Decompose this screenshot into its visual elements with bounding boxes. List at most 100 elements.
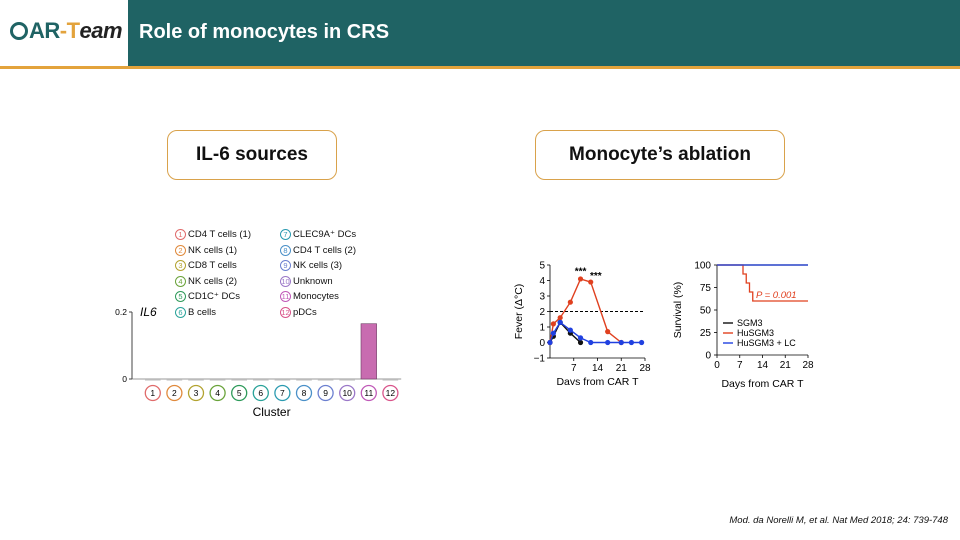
cluster-circle — [360, 384, 377, 402]
series-line — [549, 321, 642, 344]
bar — [339, 379, 355, 381]
x-axis-label: Days from CAR T — [556, 376, 639, 385]
y-tick-label: 2 — [539, 307, 545, 318]
y-tick-label: −1 — [534, 354, 546, 365]
cluster-circle — [317, 384, 334, 402]
y-tick-label: 25 — [700, 328, 712, 339]
legend-label: NK cells (1) — [188, 244, 238, 256]
y-tick-label: 0 — [539, 338, 545, 349]
data-point — [567, 327, 573, 333]
car-team-logo: AR-Team — [10, 18, 123, 44]
significance-marker: *** — [590, 271, 602, 282]
bar — [253, 379, 269, 381]
x-tick-label: 0 — [714, 360, 720, 371]
il6-sources-label: IL-6 sources — [196, 144, 308, 165]
cluster-circle — [231, 384, 248, 402]
x-tick-label: 14 — [592, 363, 604, 374]
legend-label: Unknown — [293, 275, 333, 287]
legend-label: CLEC9A⁺ DCs — [293, 229, 357, 240]
y-tick-label: 50 — [700, 306, 712, 317]
x-tick-label: 2 — [172, 388, 177, 398]
data-point — [550, 330, 556, 336]
x-axis-label: Days from CAR T — [721, 378, 804, 390]
legend-number: 6 — [175, 306, 186, 318]
data-point — [588, 279, 594, 285]
x-tick-label: 7 — [280, 388, 285, 398]
data-point — [588, 339, 594, 346]
legend-label: HuSGM3 + LC — [737, 338, 796, 348]
legend-item: 7 CLEC9A⁺ DCs — [280, 229, 356, 240]
legend-label: CD4 T cells (1) — [188, 229, 251, 240]
cluster-circle — [144, 384, 161, 402]
data-point — [567, 299, 573, 305]
legend-number: 1 — [175, 229, 186, 240]
legend-item: 8 CD4 T cells (2) — [280, 244, 356, 256]
data-point — [628, 339, 635, 346]
legend-label: CD8 T cells — [188, 260, 237, 271]
y-tick-label: 5 — [539, 261, 545, 272]
y-tick-label: 4 — [539, 276, 545, 287]
chart-title: IL6 — [140, 305, 157, 319]
y-axis-label: Fever (Δ°C) — [513, 284, 525, 340]
legend-item: 9 NK cells (3) — [280, 260, 342, 271]
series-line — [717, 264, 808, 302]
legend-item: 1 CD4 T cells (1) — [175, 229, 251, 240]
bar — [360, 323, 377, 380]
x-tick-label: 5 — [237, 388, 242, 398]
x-tick-label: 6 — [258, 388, 263, 398]
cluster-circle — [166, 384, 183, 402]
x-tick-label: 21 — [780, 360, 792, 371]
legend-number: 2 — [175, 244, 186, 256]
bar — [209, 379, 226, 381]
y-tick-label: 100 — [694, 261, 711, 272]
header-bar — [0, 0, 960, 66]
bar — [274, 379, 291, 381]
bar — [382, 379, 399, 381]
legend-number: 12 — [280, 306, 291, 318]
x-tick-label: 8 — [302, 388, 307, 398]
y-axis-label: Survival (%) — [672, 282, 684, 339]
legend-number: 11 — [280, 291, 291, 302]
data-point — [605, 339, 611, 346]
legend-number: 8 — [280, 244, 291, 256]
legend-label: CD1C⁺ DCs — [188, 291, 240, 302]
bar — [296, 379, 312, 381]
legend-number: 10 — [280, 275, 291, 287]
bar — [317, 379, 334, 381]
page-title: Role of monocytes in CRS — [139, 21, 390, 43]
cluster-circle — [252, 384, 269, 402]
logo-ring-icon — [10, 22, 28, 40]
legend-item: 5 CD1C⁺ DCs — [175, 291, 240, 302]
x-tick-label: 7 — [571, 363, 577, 374]
survival-line-chart: 0 25 50 75 100 0 7 14 21 28 Days from CAR T Surviva… — [672, 261, 814, 391]
legend-label: Monocytes — [293, 291, 339, 302]
legend-item: 4 NK cells (2) — [175, 275, 237, 287]
bar — [145, 379, 161, 381]
y-tick-label: 3 — [539, 292, 545, 303]
x-tick-label: 1 — [150, 388, 155, 398]
cluster-circle — [274, 384, 291, 402]
logo-container: AR-Team — [0, 0, 128, 66]
x-tick-label: 10 — [342, 388, 352, 398]
monocyte-ablation-box: Monocyte’s ablation — [535, 130, 785, 180]
legend-label: SGM3 — [737, 318, 763, 328]
cluster-circle — [382, 384, 399, 402]
x-tick-label: 21 — [616, 363, 628, 374]
data-point — [639, 339, 645, 346]
legend-item: 3 CD8 T cells — [175, 260, 237, 271]
y-tick-label: 0 — [705, 351, 711, 362]
x-tick-label: 3 — [194, 388, 199, 398]
p-value-annotation: P = 0.001 — [756, 290, 797, 301]
legend-label: CD4 T cells (2) — [293, 244, 356, 256]
legend-label: HuSGM3 — [737, 328, 774, 338]
cluster-circle — [209, 384, 226, 402]
series-line — [549, 278, 622, 344]
legend-number: 7 — [280, 229, 291, 240]
x-tick-label: 4 — [215, 388, 220, 398]
bar — [188, 379, 204, 381]
cluster-circle — [339, 384, 356, 402]
significance-marker: *** — [575, 266, 587, 277]
